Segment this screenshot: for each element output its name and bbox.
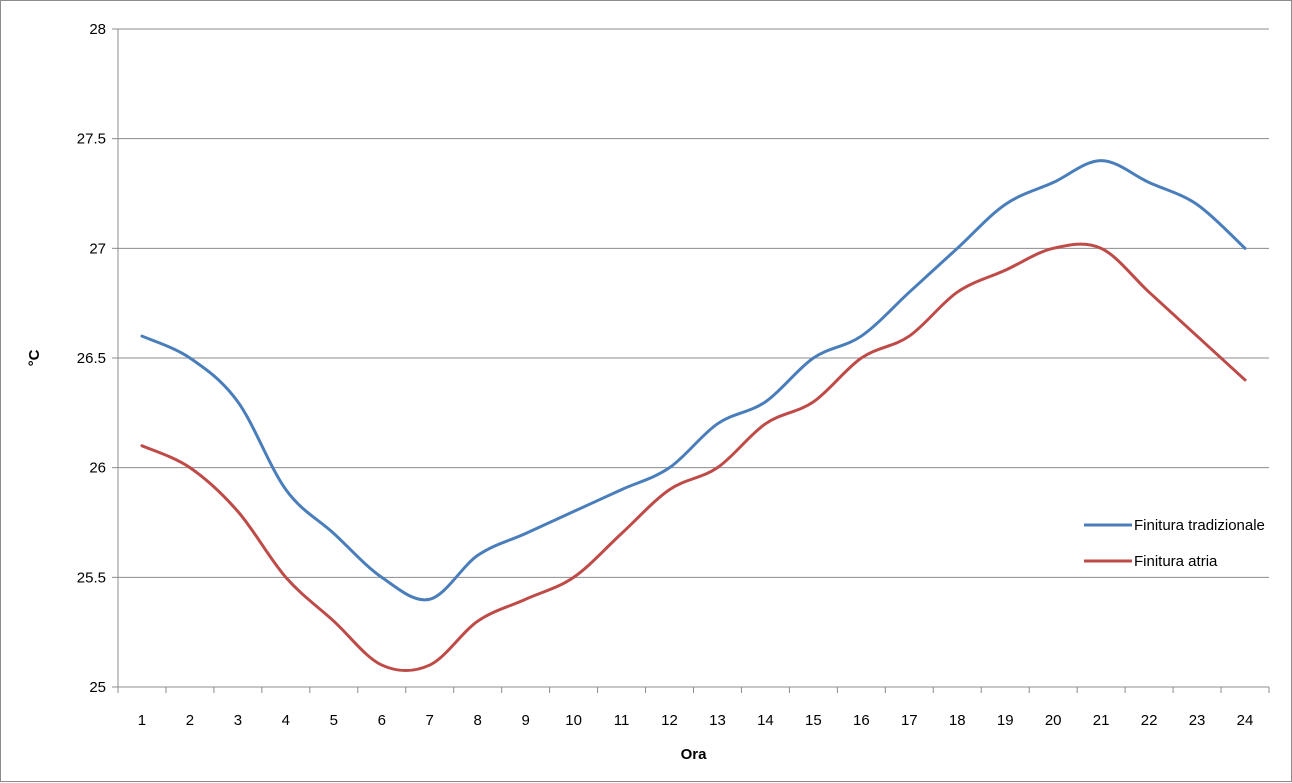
x-tick-label: 4: [282, 712, 290, 729]
series-line-1: [140, 159, 1247, 602]
legend-label-1: Finitura tradizionale: [1134, 517, 1265, 534]
x-axis-title: Ora: [681, 746, 708, 763]
legend-label-2: Finitura atria: [1134, 553, 1218, 570]
x-tick-label: 20: [1045, 712, 1062, 729]
y-tick-label: 25: [89, 679, 106, 696]
y-tick-label: 27.5: [77, 131, 106, 148]
x-tick-label: 3: [234, 712, 242, 729]
x-tick-label: 2: [186, 712, 194, 729]
axes: [117, 29, 1270, 693]
x-tick-label: 5: [330, 712, 338, 729]
x-tick-label: 14: [757, 712, 774, 729]
x-tick-label: 7: [426, 712, 434, 729]
x-tick-label: 8: [474, 712, 482, 729]
x-tick-label: 6: [378, 712, 386, 729]
x-tick-label: 10: [565, 712, 582, 729]
x-tick-label: 9: [521, 712, 529, 729]
legend: Finitura tradizionale Finitura atria: [1084, 517, 1265, 570]
x-tick-label: 18: [949, 712, 966, 729]
x-tick-labels: 1 2 3 4 5 6 7 8 9 10 11 12 13 14 15 16 17 18 19 20 21 22 23 24: [138, 712, 1254, 729]
x-tick-label: 11: [614, 712, 630, 729]
gridlines: [112, 28, 1269, 688]
series-lines: [140, 159, 1247, 673]
x-tick-label: 12: [661, 712, 678, 729]
y-tick-label: 28: [89, 21, 106, 38]
y-tick-label: 26: [89, 460, 106, 477]
x-tick-label: 15: [805, 712, 822, 729]
x-tick-label: 19: [997, 712, 1014, 729]
x-tick-label: 13: [709, 712, 726, 729]
y-tick-label: 27: [89, 240, 106, 257]
x-tick-label: 21: [1093, 712, 1110, 729]
y-tick-label: 25.5: [77, 569, 106, 586]
x-tick-label: 16: [853, 712, 870, 729]
y-tick-label: 26.5: [77, 350, 106, 367]
x-tick-label: 1: [138, 712, 146, 729]
series-line-2: [140, 242, 1247, 673]
y-tick-labels: 25 25.5 26 26.5 27 27.5 28: [77, 21, 106, 696]
x-tick-label: 24: [1237, 712, 1254, 729]
x-tick-label: 17: [901, 712, 918, 729]
x-tick-label: 23: [1189, 712, 1206, 729]
x-tick-label: 22: [1141, 712, 1158, 729]
y-axis-title: °C: [26, 349, 43, 366]
